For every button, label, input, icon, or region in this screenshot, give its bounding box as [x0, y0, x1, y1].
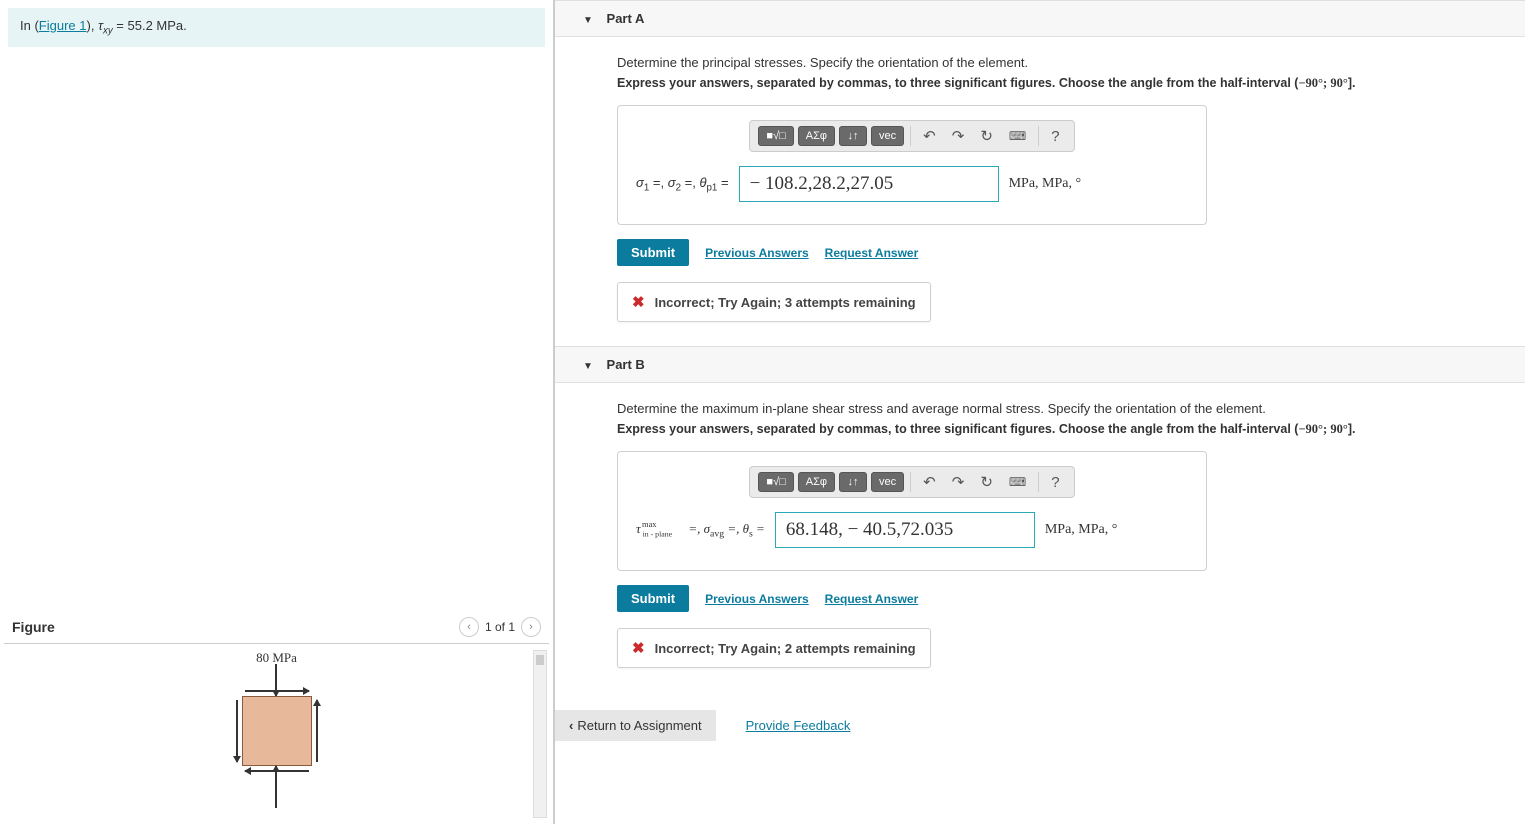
part-b-previous-answers[interactable]: Previous Answers [705, 592, 809, 606]
part-b-labels: τ in - planemax =, σavg =, θs = [636, 521, 765, 540]
arrow-shear-right [316, 700, 318, 762]
figure-header: Figure ‹ 1 of 1 › [4, 611, 549, 644]
return-to-assignment-button[interactable]: ‹Return to Assignment [555, 710, 716, 741]
arrow-shear-top [245, 690, 309, 692]
figure-next-button[interactable]: › [521, 617, 541, 637]
toolbar-separator [910, 126, 911, 146]
incorrect-icon: ✖ [632, 639, 645, 657]
redo-icon[interactable]: ↷ [946, 125, 971, 147]
problem-statement: In (Figure 1), τxy = 55.2 MPa. [8, 8, 545, 47]
part-a-input[interactable] [739, 166, 999, 202]
tool-updown[interactable]: ↓↑ [839, 472, 867, 492]
part-a-title: Part A [607, 11, 645, 26]
help-icon[interactable]: ? [1045, 126, 1065, 147]
part-b-submit-button[interactable]: Submit [617, 585, 689, 612]
part-a-previous-answers[interactable]: Previous Answers [705, 246, 809, 260]
toolbar-separator [910, 472, 911, 492]
keyboard-icon[interactable]: ⌨ [1003, 127, 1032, 145]
help-icon[interactable]: ? [1045, 472, 1065, 493]
arrow-shear-left [236, 700, 238, 762]
tool-symbols[interactable]: ΑΣφ [798, 126, 835, 146]
part-a-answer-row: σ1 =, σ2 =, θp1 = MPa, MPa, ° [636, 166, 1188, 202]
right-panel: ▼ Part A Determine the principal stresse… [555, 0, 1525, 824]
figure-scrollbar[interactable] [533, 650, 547, 818]
bottom-row: ‹Return to Assignment Provide Feedback [555, 696, 1497, 741]
part-b-prompt1: Determine the maximum in-plane shear str… [617, 401, 1497, 416]
part-b-answer-box: ■√□ ΑΣφ ↓↑ vec ↶ ↷ ↻ ⌨ ? τ in - planemax… [617, 451, 1207, 571]
redo-icon[interactable]: ↷ [946, 471, 971, 493]
part-b-body: Determine the maximum in-plane shear str… [555, 383, 1525, 765]
part-b-title: Part B [607, 357, 645, 372]
toolbar-separator [1038, 472, 1039, 492]
figure-top-label: 80 MPa [256, 650, 297, 666]
part-a-prompt2: Express your answers, separated by comma… [617, 76, 1497, 91]
part-b-answer-row: τ in - planemax =, σavg =, θs = MPa, MPa… [636, 512, 1188, 548]
part-a-labels: σ1 =, σ2 =, θp1 = [636, 175, 729, 194]
arrow-bottom-up [275, 766, 277, 808]
undo-icon[interactable]: ↶ [917, 125, 942, 147]
figure-body: 80 MPa [4, 644, 549, 824]
part-a-body: Determine the principal stresses. Specif… [555, 37, 1525, 346]
part-a-toolbar: ■√□ ΑΣφ ↓↑ vec ↶ ↷ ↻ ⌨ ? [749, 120, 1074, 152]
part-b-input[interactable] [775, 512, 1035, 548]
part-a-units: MPa, MPa, ° [1009, 176, 1082, 192]
part-a-prompt1: Determine the principal stresses. Specif… [617, 55, 1497, 70]
part-b-header[interactable]: ▼ Part B [555, 346, 1525, 383]
caret-down-icon: ▼ [583, 15, 593, 26]
caret-down-icon: ▼ [583, 361, 593, 372]
tool-templates[interactable]: ■√□ [758, 126, 793, 146]
figure-nav: ‹ 1 of 1 › [459, 617, 541, 637]
provide-feedback-link[interactable]: Provide Feedback [746, 718, 851, 733]
stress-square [242, 696, 312, 766]
part-a-answer-box: ■√□ ΑΣφ ↓↑ vec ↶ ↷ ↻ ⌨ ? σ1 =, σ2 =, θp1… [617, 105, 1207, 225]
keyboard-icon[interactable]: ⌨ [1003, 473, 1032, 491]
part-a-feedback: ✖ Incorrect; Try Again; 3 attempts remai… [617, 282, 931, 322]
reset-icon[interactable]: ↻ [974, 125, 999, 147]
part-b-feedback: ✖ Incorrect; Try Again; 2 attempts remai… [617, 628, 931, 668]
part-a-request-answer[interactable]: Request Answer [825, 246, 919, 260]
figure-scroll-thumb[interactable] [536, 655, 544, 665]
figure-prev-button[interactable]: ‹ [459, 617, 479, 637]
left-panel: In (Figure 1), τxy = 55.2 MPa. Figure ‹ … [0, 0, 555, 824]
part-a-actions: Submit Previous Answers Request Answer [617, 239, 1497, 266]
problem-suffix: ), τxy = 55.2 MPa. [87, 18, 187, 33]
part-b-feedback-text: Incorrect; Try Again; 2 attempts remaini… [655, 641, 916, 656]
figure-nav-text: 1 of 1 [485, 620, 515, 634]
chevron-left-icon: ‹ [569, 718, 573, 733]
part-b-prompt2: Express your answers, separated by comma… [617, 422, 1497, 437]
part-b-request-answer[interactable]: Request Answer [825, 592, 919, 606]
part-b-units: MPa, MPa, ° [1045, 522, 1118, 538]
tool-symbols[interactable]: ΑΣφ [798, 472, 835, 492]
figure-title: Figure [12, 619, 55, 635]
stress-element-figure: 80 MPa [177, 654, 377, 814]
part-a-feedback-text: Incorrect; Try Again; 3 attempts remaini… [655, 295, 916, 310]
problem-prefix: In ( [20, 18, 39, 33]
part-a-header[interactable]: ▼ Part A [555, 0, 1525, 37]
undo-icon[interactable]: ↶ [917, 471, 942, 493]
figure-section: Figure ‹ 1 of 1 › 80 MPa [0, 611, 553, 824]
part-b-toolbar: ■√□ ΑΣφ ↓↑ vec ↶ ↷ ↻ ⌨ ? [749, 466, 1074, 498]
tool-templates[interactable]: ■√□ [758, 472, 793, 492]
toolbar-separator [1038, 126, 1039, 146]
reset-icon[interactable]: ↻ [974, 471, 999, 493]
incorrect-icon: ✖ [632, 293, 645, 311]
tool-updown[interactable]: ↓↑ [839, 126, 867, 146]
figure-link[interactable]: Figure 1 [39, 18, 87, 33]
part-b-actions: Submit Previous Answers Request Answer [617, 585, 1497, 612]
part-a-submit-button[interactable]: Submit [617, 239, 689, 266]
tool-vec[interactable]: vec [871, 126, 904, 146]
tool-vec[interactable]: vec [871, 472, 904, 492]
